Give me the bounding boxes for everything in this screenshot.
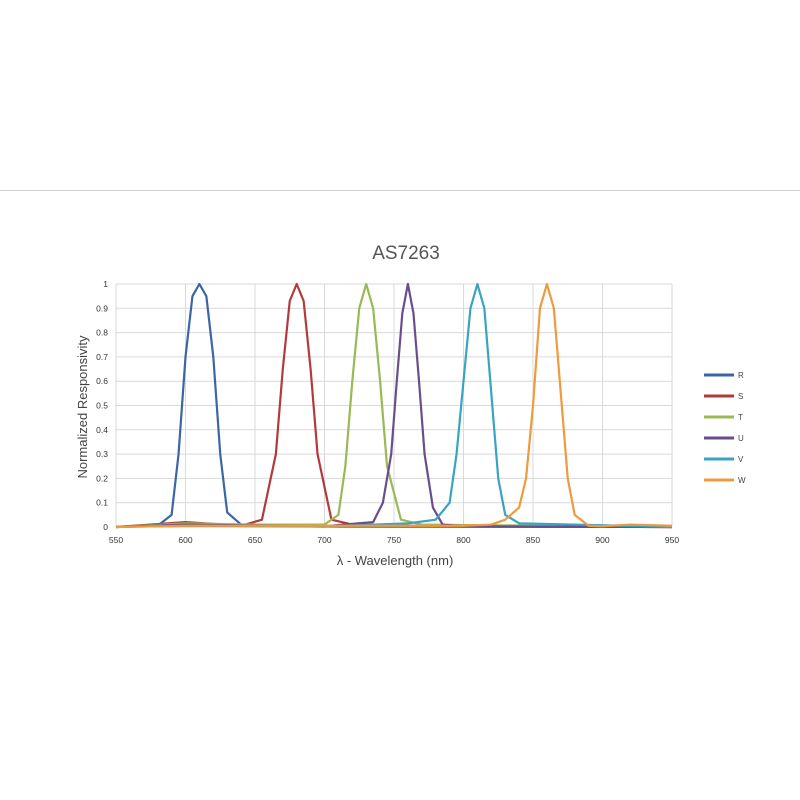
- x-tick-label: 900: [595, 535, 609, 545]
- y-tick-label: 0.3: [96, 449, 108, 459]
- x-tick-label: 750: [387, 535, 401, 545]
- legend: R S T U V W: [704, 371, 746, 485]
- y-tick-label: 1: [103, 279, 108, 289]
- grid: [115, 283, 673, 528]
- x-tick-label: 700: [317, 535, 331, 545]
- y-axis-label: Normalized Responsivity: [75, 335, 90, 479]
- x-tick-label: 800: [456, 535, 470, 545]
- legend-label-s: S: [738, 392, 743, 401]
- series-line-w: [115, 282, 673, 529]
- legend-label-u: U: [738, 434, 744, 443]
- chart-title: AS7263: [372, 243, 440, 264]
- x-axis-label: λ - Wavelength (nm): [337, 553, 454, 568]
- x-tick-label: 550: [109, 535, 123, 545]
- y-tick-label: 0: [103, 522, 108, 532]
- series-line-t: [115, 282, 673, 529]
- y-tick-label: 0.7: [96, 352, 108, 362]
- y-tick-label: 0.6: [96, 376, 108, 386]
- x-tick-labels: 550 600 650 700 750 800 850 900 950: [109, 535, 679, 545]
- y-tick-label: 0.4: [96, 425, 108, 435]
- x-tick-label: 650: [248, 535, 262, 545]
- top-divider: [0, 190, 800, 191]
- legend-label-t: T: [738, 413, 743, 422]
- y-tick-label: 0.8: [96, 328, 108, 338]
- x-tick-label: 950: [665, 535, 679, 545]
- y-tick-label: 0.1: [96, 498, 108, 508]
- y-tick-label: 0.2: [96, 473, 108, 483]
- y-tick-label: 0.9: [96, 303, 108, 313]
- legend-label-v: V: [738, 455, 744, 464]
- y-tick-label: 0.5: [96, 401, 108, 411]
- legend-label-w: W: [738, 476, 746, 485]
- y-tick-labels: 0 0.1 0.2 0.3 0.4 0.5 0.6 0.7 0.8 0.9 1: [96, 279, 108, 532]
- legend-label-r: R: [738, 371, 744, 380]
- plot-lines: [115, 282, 673, 529]
- x-tick-label: 850: [526, 535, 540, 545]
- series-line-v: [115, 282, 673, 529]
- x-tick-label: 600: [178, 535, 192, 545]
